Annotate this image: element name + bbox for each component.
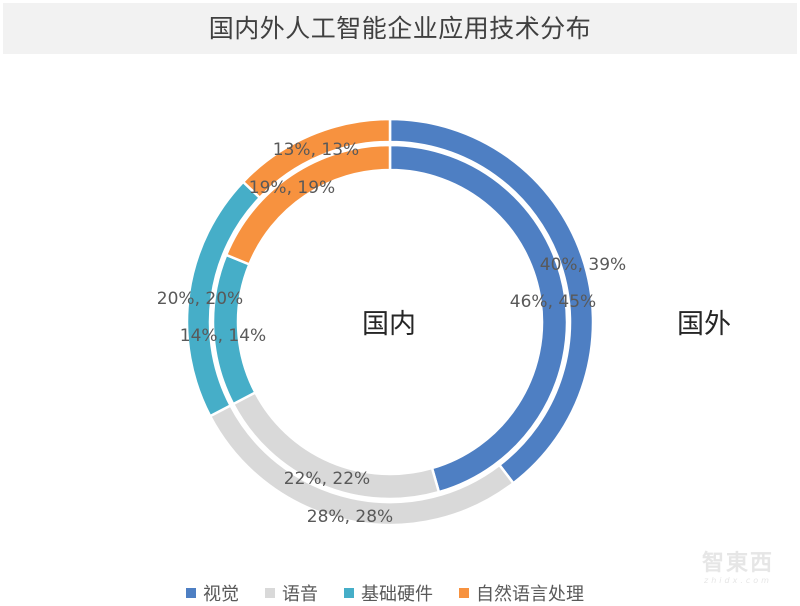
label-vision-outer: 40%, 39% xyxy=(540,255,626,275)
segment-outer-nlp[interactable] xyxy=(241,117,392,200)
segment-inner-nlp[interactable] xyxy=(224,143,392,267)
watermark-logo: 智東西 zhidx.com xyxy=(688,551,788,586)
outer-ring-label: 国外 xyxy=(677,309,731,340)
label-vision-inner: 46%, 45% xyxy=(510,292,596,312)
legend-item-vision[interactable]: 视觉 xyxy=(186,580,239,606)
speech-swatch-icon xyxy=(265,588,275,598)
legend-label: 视觉 xyxy=(203,584,239,605)
legend-label: 语音 xyxy=(282,584,318,605)
legend-item-speech[interactable]: 语音 xyxy=(265,580,318,606)
legend-item-nlp[interactable]: 自然语言处理 xyxy=(459,580,584,606)
outer-ring-guowai xyxy=(185,117,595,527)
legend-label: 自然语言处理 xyxy=(476,584,584,605)
inner-ring-guonei xyxy=(211,143,569,501)
label-hardware-inner: 14%, 14% xyxy=(180,326,266,346)
inner-ring-label: 国内 xyxy=(362,309,416,340)
label-speech-outer: 28%, 28% xyxy=(307,507,393,527)
chart-title: 国内外人工智能企业应用技术分布 xyxy=(208,14,592,43)
nlp-swatch-icon xyxy=(459,588,469,598)
title-bar: 国内外人工智能企业应用技术分布 xyxy=(3,3,797,54)
label-hardware-outer: 20%, 20% xyxy=(157,289,243,309)
label-nlp-inner: 19%, 19% xyxy=(249,178,335,198)
legend-label: 基础硬件 xyxy=(361,584,433,605)
label-nlp-outer: 13%, 13% xyxy=(273,140,359,160)
watermark-sub: zhidx.com xyxy=(704,576,772,585)
legend-item-hardware[interactable]: 基础硬件 xyxy=(344,580,433,606)
vision-swatch-icon xyxy=(186,588,196,598)
watermark-main: 智東西 xyxy=(701,551,774,576)
hardware-swatch-icon xyxy=(344,588,354,598)
label-speech-inner: 22%, 22% xyxy=(284,469,370,489)
legend: 视觉 语音 基础硬件 自然语言处理 xyxy=(186,580,584,606)
